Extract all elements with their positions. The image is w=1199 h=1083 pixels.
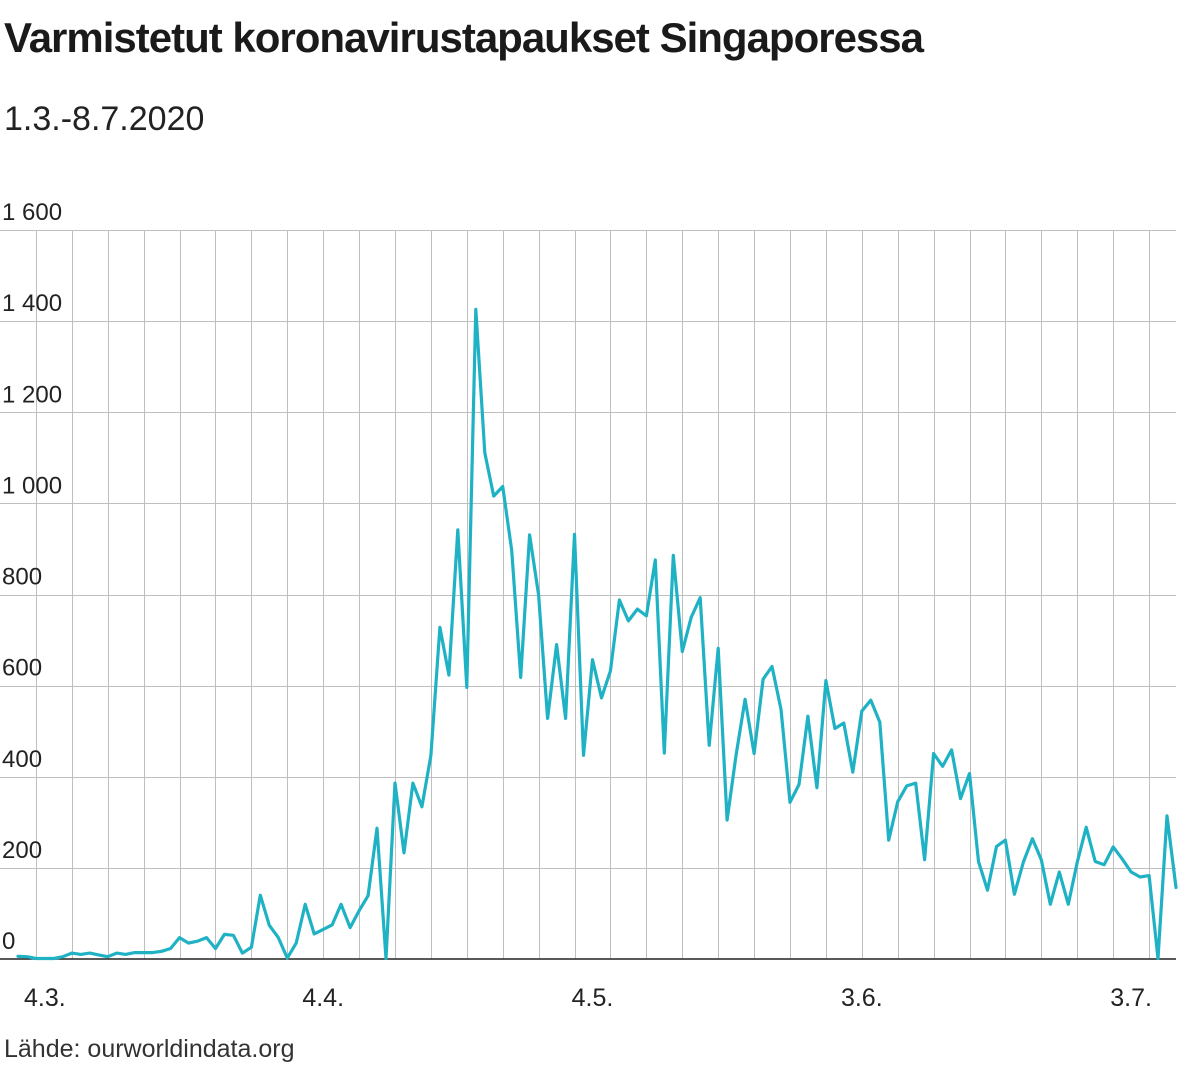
x-tick-label: 4.3. [24,984,66,1012]
y-axis-ticks: 0 200 400 600 800 1 000 1 200 1 400 1 600 [2,199,62,955]
x-tick-label: 4.5. [572,984,614,1012]
y-tick-label: 400 [2,746,42,773]
series-line [16,307,1178,961]
y-tick-label: 600 [2,655,42,682]
source-note: Lähde: ourworldindata.org [4,1035,295,1063]
y-tick-label: 800 [2,564,42,591]
x-tick-label: 3.6. [841,984,883,1012]
series [16,307,1178,961]
x-tick-label: 4.4. [302,984,344,1012]
y-tick-label: 0 [2,928,15,955]
chart-subtitle: 1.3.-8.7.2020 [4,100,205,138]
grid [0,230,1176,960]
chart-title: Varmistetut koronavirustapaukset Singapo… [4,14,924,61]
y-tick-label: 1 000 [2,472,62,499]
y-tick-label: 1 200 [2,381,62,408]
x-tick-label: 3.7. [1110,984,1152,1012]
y-tick-label: 1 400 [2,290,62,317]
x-axis-ticks: 4.3. 4.4. 4.5. 3.6. 3.7. [24,984,1152,1012]
y-tick-label: 200 [2,837,42,864]
y-tick-label: 1 600 [2,199,62,226]
